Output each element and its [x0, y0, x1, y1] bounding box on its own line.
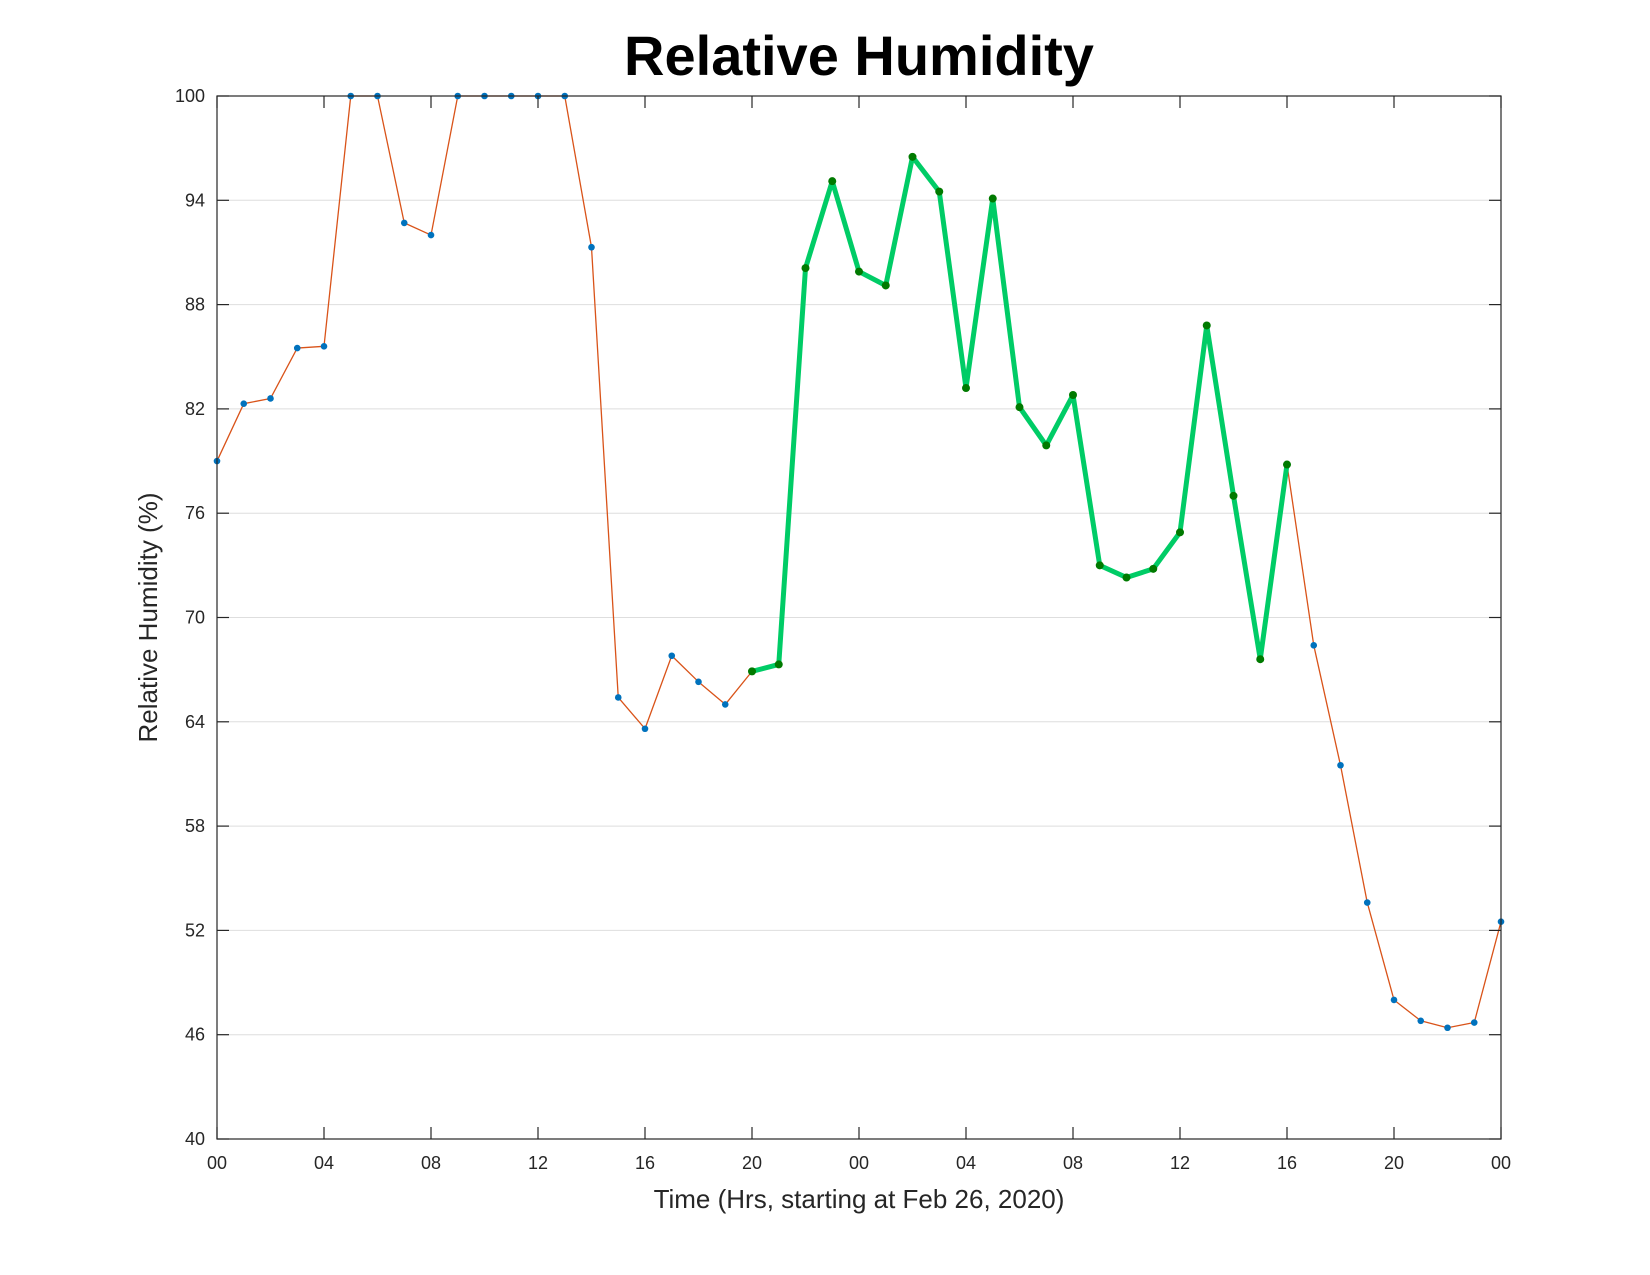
data-point [1444, 1024, 1451, 1032]
data-point [721, 701, 729, 708]
highlight-data-point [1149, 564, 1158, 573]
x-tick-label: 04 [314, 1153, 334, 1173]
y-tick-label: 70 [185, 608, 205, 628]
axis-ticks: 40 46 52 58 64 70 76 82 88 94 100 00 04 08 12 16 20 00 04 0… [175, 86, 1511, 1173]
grid-lines [217, 199, 1501, 1036]
data-point [614, 694, 622, 701]
y-tick-label: 46 [185, 1025, 205, 1045]
data-point [293, 344, 301, 352]
data-point [695, 678, 702, 686]
highlight-data-point [988, 194, 997, 203]
data-point [240, 400, 248, 407]
x-tick-label: 20 [742, 1153, 762, 1173]
data-point [1390, 996, 1398, 1004]
highlight-data-point [881, 281, 890, 290]
x-tick-label: 20 [1384, 1153, 1404, 1173]
x-tick-label: 04 [956, 1153, 976, 1173]
data-point [641, 725, 649, 733]
x-tick-label: 08 [1063, 1153, 1083, 1173]
highlight-data-point [1042, 441, 1051, 450]
y-tick-label: 58 [185, 816, 205, 836]
highlight-data-point [935, 187, 944, 196]
highlight-data-point [855, 267, 863, 276]
data-point [1310, 642, 1318, 649]
data-point [668, 652, 676, 660]
data-point [267, 395, 274, 402]
x-axis-label: Time (Hrs, starting at Feb 26, 2020) [654, 1184, 1065, 1214]
highlight-data-point [748, 667, 756, 676]
data-point [1417, 1017, 1425, 1025]
highlight-data-point [1202, 321, 1211, 330]
highlight-data-point [828, 177, 837, 186]
highlight-data-point [1069, 390, 1077, 399]
y-tick-label: 94 [185, 190, 205, 210]
highlight-data-point [1283, 460, 1291, 469]
y-tick-label: 88 [185, 295, 205, 315]
highlight-data-point [1256, 655, 1265, 664]
highlight-data-point [1176, 528, 1184, 537]
data-point [400, 219, 408, 227]
y-tick-label: 40 [185, 1129, 205, 1149]
chart-title: Relative Humidity [624, 24, 1094, 87]
highlight-data-point [1015, 403, 1024, 412]
y-tick-label: 76 [185, 503, 205, 523]
highlight-data-point [774, 660, 783, 669]
highlight-data-point [801, 264, 810, 273]
y-tick-label: 82 [185, 399, 205, 419]
y-tick-label: 100 [175, 86, 205, 106]
data-point [320, 343, 328, 350]
x-tick-label: 00 [1491, 1153, 1511, 1173]
data-point [1470, 1019, 1478, 1026]
highlight-data-point [962, 384, 970, 393]
x-tick-label: 00 [207, 1153, 227, 1173]
x-tick-label: 16 [635, 1153, 655, 1173]
highlight-data-point [908, 152, 917, 161]
y-tick-label: 52 [185, 920, 205, 940]
data-point [1337, 761, 1344, 769]
highlight-data-point [1095, 561, 1104, 570]
x-tick-label: 12 [528, 1153, 548, 1173]
x-tick-label: 08 [421, 1153, 441, 1173]
data-point [1363, 899, 1371, 906]
y-tick-label: 64 [185, 712, 205, 732]
data-point [427, 231, 435, 239]
x-tick-label: 00 [849, 1153, 869, 1173]
data-point [588, 243, 595, 251]
highlight-data-point [1229, 491, 1238, 500]
x-tick-label: 16 [1277, 1153, 1297, 1173]
x-tick-label: 12 [1170, 1153, 1190, 1173]
y-axis-label: Relative Humidity (%) [133, 493, 163, 743]
highlight-data-point [1122, 573, 1131, 582]
